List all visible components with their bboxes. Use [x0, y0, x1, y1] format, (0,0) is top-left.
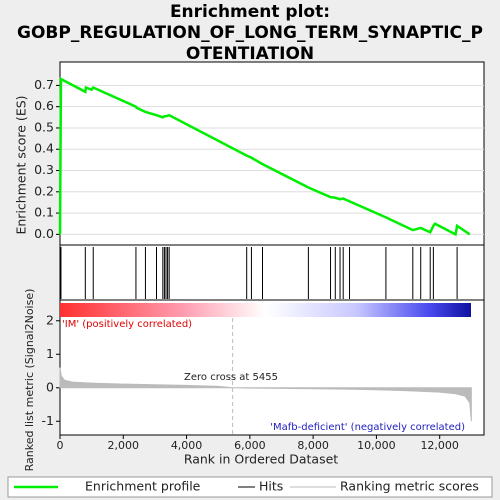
y-tick-label: 0.1: [34, 205, 54, 220]
y2-tick-label: 0: [46, 379, 54, 394]
x-tick-label: 0: [57, 439, 64, 452]
es-panel: [59, 61, 485, 246]
x-tick-label: 2,000: [108, 439, 140, 452]
metric-panel: [59, 299, 485, 436]
x-tick-label: 4,000: [171, 439, 203, 452]
y-tick-label: 0.2: [34, 183, 54, 198]
title-line: OTENTIATION: [186, 44, 314, 64]
hits-panel: [59, 244, 485, 301]
x-tick-label: 10,000: [357, 439, 396, 452]
x-tick-label: 6,000: [234, 439, 266, 452]
x-tick-label: 12,000: [420, 439, 459, 452]
metric-area: [59, 367, 472, 422]
y2-tick-label: -1: [42, 413, 54, 428]
legend-entry: Hits: [259, 479, 283, 494]
pos-label: 'IM' (positively correlated): [62, 319, 192, 330]
legend-entry: Ranking metric scores: [340, 479, 479, 494]
y-tick-label: 0.4: [34, 141, 54, 156]
title-line: GOBP_REGULATION_OF_LONG_TERM_SYNAPTIC_P: [17, 23, 483, 43]
y-tick-label: 0.7: [34, 77, 54, 92]
y-tick-label: 0.6: [34, 98, 54, 113]
y2-tick-label: 2: [46, 312, 54, 327]
y2-label: Ranked list metric (Signal2Noise): [23, 289, 36, 472]
neg-label: 'Mafb-deficient' (negatively correlated): [270, 422, 465, 433]
y-tick-label: 0.5: [34, 119, 54, 134]
color-bar: [60, 303, 471, 317]
title-line: Enrichment plot:: [170, 2, 330, 22]
zero-cross-label: Zero cross at 5455: [184, 372, 278, 383]
enrichment-line: [58, 76, 471, 237]
x-label: Rank in Ordered Dataset: [184, 452, 338, 467]
y-tick-label: 0.0: [34, 226, 54, 241]
x-tick-label: 8,000: [297, 439, 329, 452]
legend-entry: Enrichment profile: [85, 479, 201, 494]
y-tick-label: 0.3: [34, 162, 54, 177]
y-label: Enrichment score (ES): [14, 95, 29, 234]
y2-tick-label: 1: [46, 346, 54, 361]
